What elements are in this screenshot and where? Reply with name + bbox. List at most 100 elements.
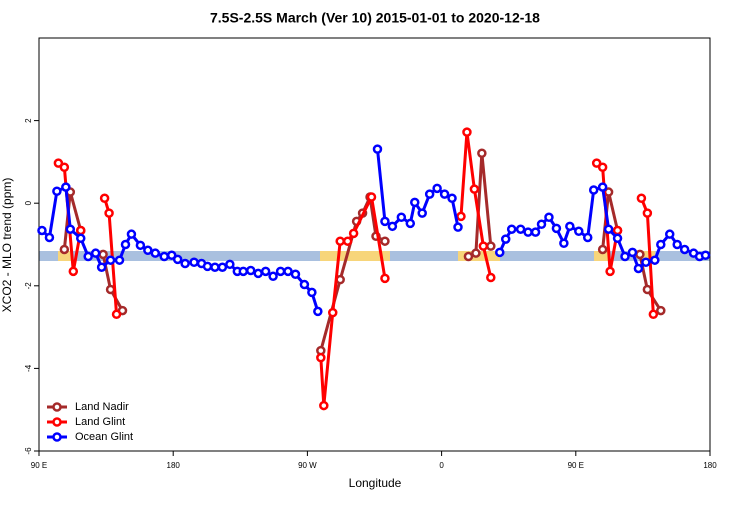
point: [495, 247, 505, 258]
point: [565, 221, 575, 232]
legend-label: Land Nadir: [75, 401, 129, 413]
point: [99, 193, 110, 203]
point: [597, 182, 608, 192]
point: [642, 208, 653, 218]
point: [380, 236, 390, 246]
series-line: [57, 131, 655, 406]
point: [135, 240, 146, 251]
point: [180, 258, 190, 269]
point: [319, 400, 329, 411]
point: [523, 227, 533, 237]
point: [120, 239, 131, 250]
point: [313, 306, 323, 317]
point: [53, 158, 64, 168]
point: [59, 162, 70, 173]
point: [105, 255, 116, 265]
point: [439, 189, 450, 199]
x-tick-label: 0: [439, 461, 444, 470]
legend-label: Land Glint: [75, 416, 125, 428]
legend-marker: [52, 417, 62, 427]
point: [380, 216, 390, 227]
point: [588, 185, 599, 195]
legend-label: Ocean Glint: [75, 431, 133, 443]
point: [612, 233, 623, 244]
point: [37, 225, 47, 236]
point: [253, 268, 263, 279]
point: [283, 266, 293, 277]
point: [463, 251, 474, 262]
point: [447, 193, 457, 203]
point: [114, 255, 125, 265]
point: [59, 244, 70, 255]
point: [641, 257, 651, 268]
point: [98, 249, 108, 260]
land-band: [58, 251, 72, 261]
point: [299, 279, 310, 290]
plot-frame: [38, 37, 711, 452]
point: [290, 269, 301, 279]
x-axis-label: Longitude: [349, 476, 402, 490]
point: [245, 265, 256, 276]
point: [166, 250, 177, 260]
point: [65, 224, 76, 234]
land-band: [594, 251, 610, 261]
x-tick-label: 90 W: [298, 461, 317, 470]
point: [335, 236, 345, 246]
point: [456, 211, 466, 222]
point: [275, 266, 286, 277]
point: [172, 254, 183, 265]
point: [432, 183, 442, 194]
point: [582, 232, 593, 243]
chart-title: 7.5S-2.5S March (Ver 10) 2015-01-01 to 2…: [210, 10, 540, 26]
point: [327, 307, 338, 318]
point: [410, 197, 420, 208]
point: [396, 212, 407, 222]
point: [380, 273, 390, 284]
point: [605, 266, 615, 277]
point: [68, 266, 79, 277]
point: [104, 208, 114, 218]
point: [500, 234, 511, 244]
point: [238, 266, 249, 277]
point: [424, 189, 435, 199]
point: [620, 251, 630, 262]
point: [591, 158, 602, 168]
point: [603, 224, 614, 234]
point: [217, 262, 228, 272]
point: [189, 257, 199, 268]
point: [597, 244, 608, 255]
point: [559, 238, 569, 249]
point: [672, 239, 682, 250]
point: [111, 309, 122, 320]
point: [453, 222, 463, 232]
point: [462, 127, 472, 137]
point: [471, 248, 481, 258]
point: [387, 221, 398, 232]
point: [530, 227, 541, 237]
y-tick-label: 0: [24, 200, 33, 205]
point: [96, 262, 107, 272]
point: [268, 271, 278, 282]
point: [664, 229, 675, 239]
land-band: [320, 251, 390, 261]
x-tick-label: 90 E: [31, 461, 47, 470]
point: [477, 148, 487, 158]
point: [506, 224, 517, 234]
point: [656, 239, 666, 250]
point: [679, 244, 690, 255]
point: [635, 249, 645, 260]
point: [486, 272, 496, 283]
point: [366, 192, 377, 202]
point: [515, 224, 526, 234]
point: [574, 226, 584, 237]
point: [544, 212, 554, 222]
point: [159, 251, 170, 262]
point: [90, 248, 101, 258]
point: [642, 284, 653, 295]
point: [486, 241, 496, 251]
point: [597, 162, 608, 173]
legend-marker: [52, 402, 62, 412]
point: [636, 193, 647, 203]
